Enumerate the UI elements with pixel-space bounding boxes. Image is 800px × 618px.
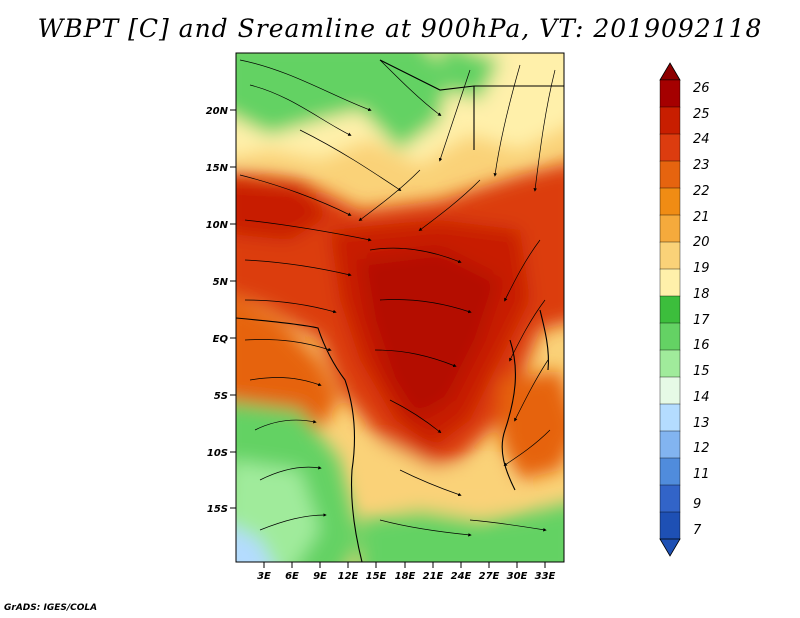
lon-label: 9E <box>313 571 327 582</box>
colorbar-swatch <box>659 160 681 189</box>
lon-label: 12E <box>338 571 359 582</box>
lon-label: 15E <box>366 571 387 582</box>
colorbar-label: 22 <box>693 184 710 199</box>
streamlines <box>239 59 556 537</box>
colorbar-label: 17 <box>693 313 710 328</box>
coastlines-borders <box>236 59 564 562</box>
colorbar-swatch <box>659 403 681 432</box>
lat-label: 5S <box>214 391 228 402</box>
lat-label: 15S <box>207 504 228 515</box>
colorbar-label: 16 <box>693 338 710 353</box>
colorbar-swatch <box>659 241 681 270</box>
lon-label: 21E <box>423 571 444 582</box>
colorbar-swatch <box>659 187 681 216</box>
colorbar-swatch <box>659 457 681 486</box>
lon-label: 24E <box>451 571 472 582</box>
lon-label: 30E <box>507 571 528 582</box>
colorbar: 26 25 24 23 22 21 20 19 18 17 16 15 14 1… <box>659 62 710 557</box>
colorbar-swatch <box>659 214 681 243</box>
lon-label: 6E <box>285 571 299 582</box>
wbpt-field <box>236 53 564 562</box>
colorbar-label: 21 <box>693 210 710 225</box>
colorbar-label: 19 <box>693 261 710 276</box>
colorbar-label: 18 <box>693 287 710 302</box>
map-frame <box>235 52 565 563</box>
lat-label: 5N <box>213 277 229 288</box>
colorbar-label: 20 <box>693 235 710 250</box>
colorbar-swatch <box>659 295 681 324</box>
latitude-axis: 20N 15N 10N 5N EQ 5S 10S 15S <box>206 106 236 515</box>
colorbar-swatch <box>659 268 681 297</box>
lat-label: EQ <box>213 334 229 345</box>
colorbar-swatch <box>659 322 681 351</box>
lon-label: 18E <box>395 571 416 582</box>
colorbar-swatch <box>659 484 681 513</box>
colorbar-tip-bottom <box>659 538 681 557</box>
lat-label: 10S <box>207 448 228 459</box>
colorbar-label: 13 <box>693 416 710 431</box>
lon-label: 3E <box>257 571 271 582</box>
colorbar-label: 23 <box>693 158 710 173</box>
lat-label: 20N <box>206 106 229 117</box>
grads-credit: GrADS: IGES/COLA <box>4 603 98 613</box>
colorbar-label: 9 <box>693 497 701 512</box>
lon-label: 33E <box>535 571 556 582</box>
lat-label: 15N <box>206 163 229 174</box>
colorbar-swatch <box>659 79 681 108</box>
lat-label: 10N <box>206 220 229 231</box>
colorbar-label: 12 <box>693 441 710 456</box>
chart-title: WBPT [C] and Sreamline at 900hPa, VT: 20… <box>37 14 763 43</box>
colorbar-swatch <box>659 430 681 459</box>
colorbar-swatch <box>659 133 681 162</box>
colorbar-tip-top <box>659 62 681 81</box>
longitude-axis: 3E 6E 9E 12E 15E 18E 21E 24E 27E 30E 33E <box>257 562 556 582</box>
colorbar-label: 7 <box>693 523 702 538</box>
colorbar-swatch <box>659 511 681 540</box>
colorbar-swatch <box>659 376 681 405</box>
colorbar-label: 11 <box>693 467 710 482</box>
lon-label: 27E <box>479 571 500 582</box>
colorbar-label: 14 <box>693 390 710 405</box>
colorbar-label: 24 <box>693 132 710 147</box>
colorbar-label: 25 <box>693 107 710 122</box>
colorbar-swatch <box>659 106 681 135</box>
colorbar-label: 26 <box>693 81 710 96</box>
colorbar-label: 15 <box>693 364 710 379</box>
colorbar-swatch <box>659 349 681 378</box>
